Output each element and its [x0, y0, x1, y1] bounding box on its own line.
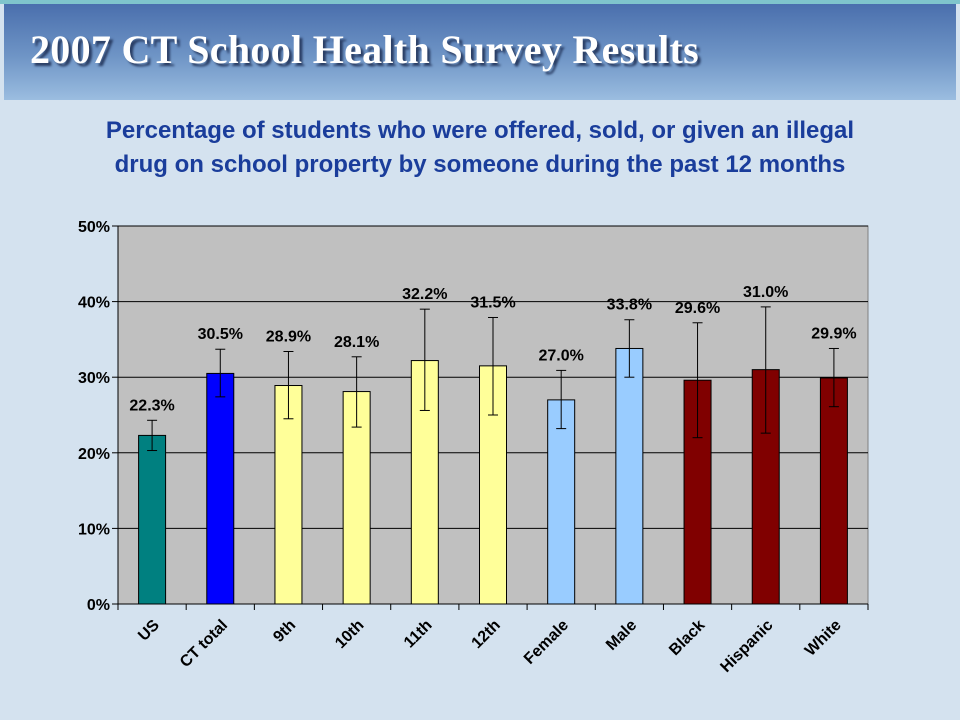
y-tick-label: 50%: [78, 219, 110, 236]
y-tick-label: 10%: [78, 521, 110, 538]
data-label: 27.0%: [538, 347, 583, 364]
bar: [615, 347, 644, 605]
category-label: Hispanic: [717, 617, 776, 676]
bar: [547, 399, 576, 605]
bar: [138, 434, 167, 605]
category-label: CT total: [177, 617, 231, 671]
data-label: 28.9%: [266, 328, 311, 345]
chart-subtitle: Percentage of students who were offered,…: [0, 114, 960, 182]
data-label: 22.3%: [129, 397, 174, 414]
data-label: 30.5%: [198, 326, 243, 343]
category-label: Male: [603, 617, 640, 654]
y-tick-label: 30%: [78, 370, 110, 387]
category-label: Female: [521, 617, 572, 668]
category-label: 11th: [401, 617, 436, 652]
category-label: US: [135, 617, 163, 645]
data-label: 32.2%: [402, 286, 447, 303]
data-label: 29.6%: [675, 300, 720, 317]
y-tick-label: 40%: [78, 295, 110, 312]
category-label: 9th: [270, 617, 299, 646]
title-banner: 2007 CT School Health Survey Results: [4, 4, 956, 100]
bar: [274, 385, 303, 605]
data-label: 31.5%: [470, 294, 515, 311]
category-label: 10th: [332, 617, 367, 652]
subtitle-line-1: Percentage of students who were offered,…: [105, 117, 855, 144]
data-label: 29.9%: [811, 325, 856, 342]
y-tick-label: 0%: [87, 597, 110, 614]
y-tick-label: 20%: [78, 446, 110, 463]
subtitle-line-2: drug on school property by someone durin…: [114, 151, 846, 178]
data-label: 31.0%: [743, 284, 788, 301]
slide-title: 2007 CT School Health Survey Results: [30, 27, 700, 72]
category-label: Black: [666, 617, 708, 659]
bar: [206, 372, 235, 605]
bar: [819, 377, 848, 605]
data-label: 33.8%: [607, 297, 652, 314]
top-accent-rule: [0, 0, 960, 4]
category-label: White: [802, 617, 845, 660]
category-label: 12th: [469, 617, 504, 652]
data-label: 28.1%: [334, 334, 379, 351]
